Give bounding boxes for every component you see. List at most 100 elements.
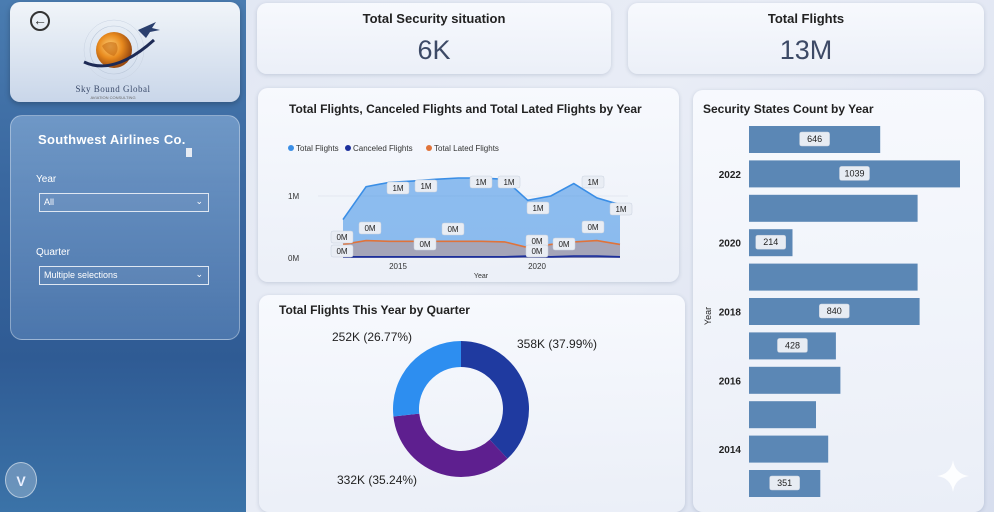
data-label-text: 1M	[420, 182, 431, 191]
y-tick-label: 1M	[288, 192, 299, 201]
data-label-box	[330, 244, 354, 258]
x-axis-title: Year	[474, 273, 489, 278]
bar	[749, 366, 841, 394]
data-label: 0M	[330, 230, 354, 244]
globe-logo-icon	[83, 19, 160, 81]
data-label: 1M	[497, 175, 521, 189]
data-label-box	[441, 222, 465, 236]
filter-panel: Southwest Airlines Co. Year All ⌄ Quarte…	[10, 115, 240, 340]
donut-slice	[461, 341, 530, 459]
x-tick-label: 2020	[528, 262, 546, 271]
data-label-box	[330, 230, 354, 244]
data-label-text: 0M	[336, 247, 347, 256]
data-label-text: 1M	[615, 205, 626, 214]
bar-value-text: 646	[807, 134, 822, 144]
kpi-security-value: 6K	[417, 35, 451, 65]
donut-slice	[392, 341, 461, 417]
y-tick-label: 2022	[719, 170, 742, 181]
data-label: 1M	[609, 202, 633, 216]
bar-chart-title: Security States Count by Year	[703, 102, 874, 116]
line-canceled-flights	[343, 255, 621, 258]
sparkle-icon	[937, 460, 969, 492]
data-label: 1M	[581, 175, 605, 189]
bar-value-text: 428	[785, 340, 800, 350]
bar-value-box	[755, 234, 786, 250]
kpi-flights-card: Total Flights 13M	[628, 3, 984, 74]
logo-card: ← Sky Bound Global AVIATION CONSULTING	[10, 2, 240, 102]
data-label-box	[552, 237, 576, 251]
shield-logo-icon: V	[5, 462, 37, 498]
year-filter-select[interactable]: All ⌄	[39, 193, 209, 212]
bar-value-label: 646	[799, 131, 830, 147]
text-cursor-icon	[186, 148, 192, 157]
data-label: 1M	[469, 175, 493, 189]
year-filter-label: Year	[36, 174, 57, 185]
bar-value-text: 214	[763, 237, 778, 247]
airline-name: Southwest Airlines Co.	[38, 132, 186, 147]
data-label-box	[581, 220, 605, 234]
data-label: 0M	[441, 222, 465, 236]
bar-value-box	[777, 338, 808, 353]
donut-chart-title: Total Flights This Year by Quarter	[279, 303, 470, 317]
kpi-security-title: Total Security situation	[362, 11, 506, 26]
data-label-box	[581, 175, 605, 189]
legend-label: Canceled Flights	[353, 144, 413, 153]
data-label-text: 0M	[531, 237, 542, 246]
legend-label: Total Lated Flights	[434, 144, 499, 153]
bar-value-label: 1039	[839, 166, 870, 181]
donut-chart-card: Total Flights This Year by Quarter 358K …	[259, 295, 685, 512]
slice-label: 252K (26.77%)	[332, 330, 412, 344]
data-label-box	[386, 181, 410, 195]
x-tick-label: 2015	[389, 262, 407, 271]
data-label: 0M	[413, 237, 437, 251]
legend-label: Total Flights	[296, 144, 339, 153]
data-label: 1M	[386, 181, 410, 195]
data-label-box	[526, 201, 550, 215]
bar-value-label: 428	[777, 338, 808, 353]
bar	[749, 435, 829, 463]
bar-value-text: 1039	[844, 168, 864, 178]
data-label-text: 1M	[475, 178, 486, 187]
y-tick-label: 0M	[288, 254, 299, 263]
data-label-text: 0M	[419, 240, 430, 249]
bar-value-box	[819, 303, 850, 319]
bar	[749, 194, 918, 222]
data-label-text: 0M	[531, 247, 542, 256]
y-axis-title: Year	[703, 307, 713, 325]
data-label-box	[609, 202, 633, 216]
quarter-filter-label: Quarter	[36, 247, 70, 258]
data-label-box	[497, 175, 521, 189]
data-label-text: 0M	[364, 224, 375, 233]
chevron-down-icon: ⌄	[195, 196, 203, 206]
logo-name: Sky Bound Global	[75, 84, 151, 94]
area-total-flights	[343, 178, 620, 258]
data-label-text: 0M	[447, 225, 458, 234]
bar-value-box	[799, 131, 830, 147]
area-chart-card: Total Flights, Canceled Flights and Tota…	[258, 88, 679, 282]
bar-value-label: 351	[769, 475, 800, 491]
donut-chart[interactable]: 358K (37.99%) 332K (35.24%) 252K (26.77%)	[259, 323, 685, 512]
data-label-text: 1M	[532, 204, 543, 213]
data-label: 0M	[581, 220, 605, 234]
bar	[749, 263, 918, 291]
legend-marker	[426, 145, 432, 151]
bar-value-text: 840	[827, 306, 842, 316]
data-label-box	[525, 244, 549, 258]
bar-value-label: 214	[755, 234, 786, 250]
sidebar: ← Sky Bound Global AVIATION CONSULTING S…	[0, 0, 246, 512]
bar-chart[interactable]: 646 1039 214 840 428 351 2022 2020 2018 2016 2014 Y…	[693, 120, 984, 512]
slice-label: 358K (37.99%)	[517, 337, 597, 351]
quarter-filter-select[interactable]: Multiple selections ⌄	[39, 266, 209, 285]
area-chart[interactable]: Total Flights Canceled Flights Total Lated…	[258, 138, 679, 278]
bar	[749, 401, 816, 429]
y-tick-label: 2016	[719, 376, 742, 387]
data-label-text: 1M	[503, 178, 514, 187]
quarter-filter-value: Multiple selections	[44, 270, 118, 280]
data-label-text: 0M	[587, 223, 598, 232]
data-label: 0M	[330, 244, 354, 258]
back-arrow-icon[interactable]: ←	[30, 11, 50, 31]
data-label: 1M	[414, 179, 438, 193]
logo-tagline: AVIATION CONSULTING	[90, 95, 136, 100]
kpi-security-card: Total Security situation 6K	[257, 3, 611, 74]
data-label: 0M	[525, 244, 549, 258]
